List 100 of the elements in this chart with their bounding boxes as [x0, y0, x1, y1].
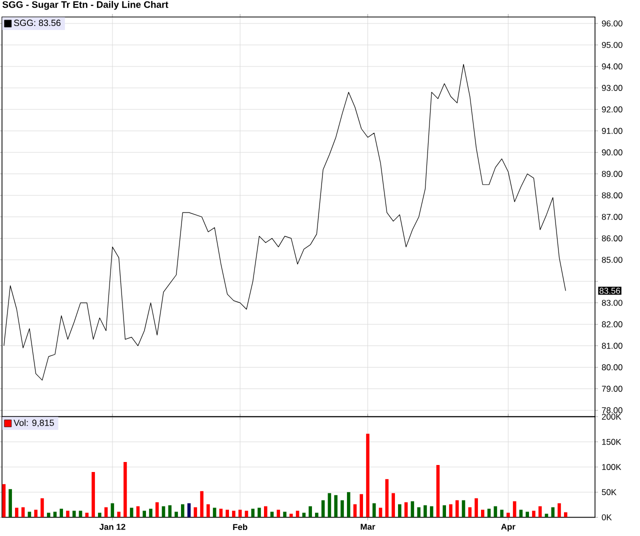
bar: [551, 507, 555, 518]
bar: [500, 510, 504, 518]
bar: [328, 493, 332, 518]
y-tick-label: 79.00: [602, 386, 622, 392]
bar: [149, 508, 152, 518]
bar: [366, 434, 370, 518]
text: 83.56: [600, 288, 620, 294]
bar: [308, 506, 312, 518]
bar: [117, 512, 120, 518]
bar: [110, 503, 114, 518]
bar: [21, 507, 25, 518]
bar: [264, 506, 268, 518]
bar: [334, 495, 338, 518]
bar: [430, 506, 434, 518]
y-tick-label: 50K: [602, 489, 616, 496]
bar: [46, 512, 50, 518]
bar: [360, 494, 364, 518]
y-tick-label: 87.00: [602, 214, 622, 220]
y-tick-label: 150K: [602, 438, 622, 445]
bar: [104, 507, 108, 518]
bar: [321, 500, 325, 518]
bar: [506, 512, 510, 518]
bar: [455, 500, 459, 518]
y-tick-label: 86.00: [602, 235, 622, 242]
bar: [276, 510, 280, 518]
bar: [538, 506, 542, 518]
bar: [474, 498, 478, 518]
bar: [283, 512, 286, 518]
bar: [92, 472, 95, 518]
x-tick-label: Jan 12: [99, 524, 126, 530]
bar: [558, 503, 561, 518]
bar: [142, 510, 146, 518]
bar: [436, 464, 440, 518]
bar: [417, 507, 420, 518]
bar: [449, 504, 452, 518]
bar: [564, 512, 568, 518]
bar: [200, 491, 204, 518]
x-tick-label: Apr: [501, 524, 516, 532]
bar: [15, 508, 18, 518]
y-tick-label: 90.00: [602, 149, 622, 156]
y-tick-label: 85.00: [602, 256, 622, 263]
bar: [66, 510, 70, 518]
y-tick-label: 88.00: [602, 192, 622, 198]
bar: [124, 462, 127, 518]
bar: [206, 504, 210, 518]
bar: [2, 484, 6, 518]
bar: [136, 506, 140, 518]
y-tick-label: 95.00: [602, 42, 622, 48]
bar: [258, 508, 261, 518]
y-tick-label: 200K: [602, 414, 622, 420]
bar: [340, 500, 344, 518]
bar: [353, 504, 357, 518]
y-tick-label: 83.00: [602, 300, 622, 306]
bar: [532, 510, 536, 518]
y-tick-label: 96.00: [602, 20, 622, 26]
bar: [85, 512, 89, 518]
bar: [232, 510, 236, 518]
bar: [424, 505, 427, 518]
legend-label: SGG: 83.56: [14, 20, 61, 26]
y-tick-label: 89.00: [602, 170, 622, 177]
y-tick-label: 91.00: [602, 128, 622, 134]
y-tick-label: 94.00: [602, 63, 622, 70]
bar: [392, 493, 395, 518]
bar: [512, 501, 516, 518]
bar: [40, 498, 44, 518]
bar: [72, 510, 76, 518]
bar: [494, 506, 498, 518]
bar: [194, 507, 198, 518]
bar: [155, 502, 159, 518]
bar: [315, 512, 318, 518]
bar: [346, 492, 350, 518]
y-tick-label: 80.00: [602, 364, 622, 370]
bar: [168, 505, 172, 518]
chart-title: SGG - Sugar Tr Etn - Daily Line Chart: [2, 0, 168, 10]
bar: [251, 508, 255, 518]
bar: [398, 504, 402, 518]
x-tick-label: Mar: [360, 524, 376, 530]
y-tick-label: 78.00: [602, 407, 622, 414]
bar: [162, 506, 166, 518]
bar: [174, 512, 178, 518]
bar: [385, 479, 389, 518]
bar: [468, 507, 472, 518]
bar: [372, 503, 376, 518]
y-tick-label: 93.00: [602, 84, 622, 91]
bar: [526, 512, 529, 518]
y-tick-label: 81.00: [602, 342, 622, 349]
y-tick-label: 82.00: [602, 321, 622, 328]
bar: [290, 514, 293, 518]
bar: [60, 508, 64, 518]
bar: [98, 512, 102, 518]
bar: [180, 504, 184, 518]
x-tick-label: Feb: [233, 524, 248, 530]
y-tick-label: 92.00: [602, 106, 622, 112]
bar: [442, 505, 446, 518]
bar: [8, 489, 12, 518]
bar: [462, 500, 466, 518]
bar: [481, 510, 484, 518]
y-tick-label: 0K: [602, 514, 612, 520]
bar: [410, 501, 414, 518]
bar: [34, 510, 38, 518]
